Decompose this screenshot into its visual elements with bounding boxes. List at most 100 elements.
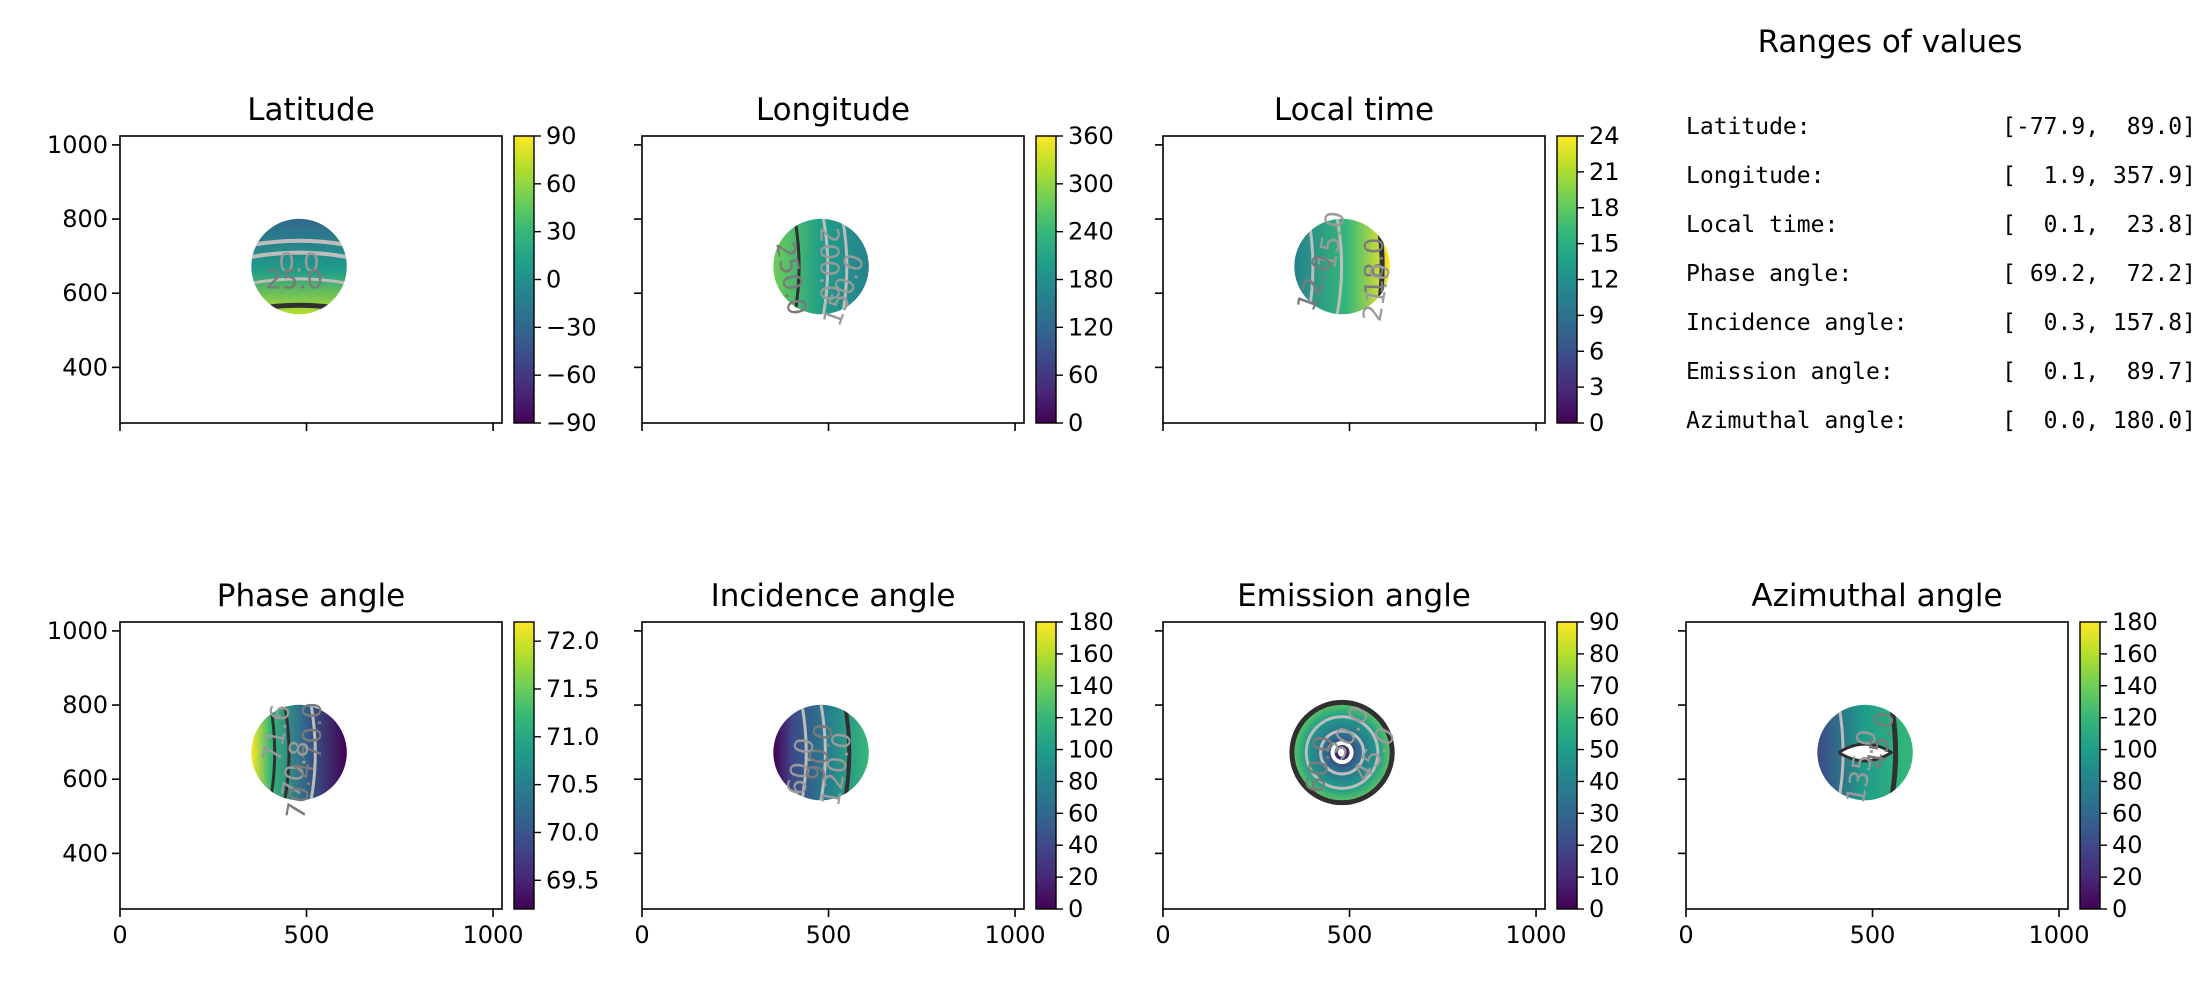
contour-singularity <box>1837 742 1895 763</box>
ranges-row-phase-angle: Phase angle: [ 69.2, 72.2] <box>1686 261 2196 291</box>
ranges-label: Incidence angle: <box>1686 310 1908 336</box>
colorbar-tick-label: 40 <box>1589 767 1620 795</box>
colorbar-tick-label: 120 <box>2112 704 2158 732</box>
colorbar-tick-label: 20 <box>1589 831 1620 859</box>
y-tick-label: 1000 <box>47 617 108 645</box>
colorbar-tick-label: −60 <box>546 361 597 389</box>
ranges-value: [ 0.1, 89.7] <box>2002 359 2196 385</box>
contour-line <box>1335 218 1344 315</box>
colorbar-tick-label: 160 <box>2112 640 2158 668</box>
contour-line <box>819 704 827 801</box>
colorbar-tick-label: 180 <box>1068 266 1114 294</box>
colorbar-tick-label: 180 <box>2112 608 2158 636</box>
colorbar-tick-label: −30 <box>546 313 597 341</box>
y-tick-label: 600 <box>62 279 108 307</box>
colorbar <box>1035 135 1057 424</box>
contour-label: 25.0 <box>265 265 323 295</box>
x-tick-label: 500 <box>284 921 330 949</box>
ranges-label: Emission angle: <box>1686 359 1894 385</box>
colorbar-tick-label: 80 <box>2112 767 2143 795</box>
contour-line <box>283 704 291 801</box>
panel-title: Latitude <box>247 92 375 128</box>
contour-line <box>821 218 830 315</box>
colorbar-tick-label: 50 <box>1589 736 1620 764</box>
colorbar-tick-label: 240 <box>1068 218 1114 246</box>
x-tick-label: 0 <box>112 921 127 949</box>
ranges-title: Ranges of values <box>1757 24 2023 60</box>
ranges-label: Longitude: <box>1686 163 1825 189</box>
colorbar-tick-label: 0 <box>1068 895 1083 923</box>
contour-group <box>800 704 852 801</box>
colorbar <box>2079 621 2101 910</box>
colorbar-tick-label: 300 <box>1068 170 1114 198</box>
contour-line <box>1888 704 1899 801</box>
colorbar-tick-label: 90 <box>1589 608 1620 636</box>
colorbar-tick-label: 60 <box>1068 361 1099 389</box>
panel-title: Emission angle <box>1237 578 1471 614</box>
contour-label: 70.0 <box>298 702 328 760</box>
colorbar-tick-label: 30 <box>1589 799 1620 827</box>
ranges-label: Local time: <box>1686 212 1839 238</box>
x-tick-label: 1000 <box>985 921 1046 949</box>
colorbar-tick-label: 140 <box>1068 672 1114 700</box>
ranges-value: [ 0.0, 180.0] <box>2002 408 2196 434</box>
panel-title: Longitude <box>756 92 910 128</box>
contour-group <box>268 704 317 801</box>
colorbar-tick-label: 90 <box>546 122 577 150</box>
colorbar <box>1556 135 1578 424</box>
planet-disk <box>251 704 347 801</box>
colorbar-tick-label: 180 <box>1068 608 1114 636</box>
colorbar-tick-label: 120 <box>1068 704 1114 732</box>
colorbar-tick-label: 40 <box>2112 831 2143 859</box>
colorbar-tick-label: 70.0 <box>546 818 599 846</box>
colorbar-tick-label: 15 <box>1589 230 1620 258</box>
colorbar-tick-label: 60 <box>2112 799 2143 827</box>
colorbar-tick-label: 3 <box>1589 373 1604 401</box>
contour-line <box>842 704 852 801</box>
colorbar-tick-label: 12 <box>1589 266 1620 294</box>
ranges-row-incidence-angle: Incidence angle: [ 0.3, 157.8] <box>1686 310 2196 340</box>
contour-line <box>268 704 277 801</box>
planet-disk <box>773 704 869 801</box>
colorbar <box>1035 621 1057 910</box>
colorbar-tick-label: 20 <box>2112 863 2143 891</box>
contour-group <box>793 218 849 315</box>
contour-line <box>841 218 849 315</box>
axes-frame <box>119 621 503 910</box>
colorbar-tick-label: 24 <box>1589 122 1620 150</box>
colorbar-tick-label: 70 <box>1589 672 1620 700</box>
panel-title: Azimuthal angle <box>1751 578 2002 614</box>
y-tick-label: 600 <box>62 765 108 793</box>
contour-label: 18.0 <box>1360 238 1390 296</box>
ranges-row-local-time: Local time: [ 0.1, 23.8] <box>1686 212 2196 242</box>
contour-ring <box>1319 729 1366 776</box>
colorbar-tick-label: −90 <box>546 409 597 437</box>
panel-latitude: Latitude 0.025.0 400 600 800 1000 90 60 30 0 −30 −6… <box>47 92 597 437</box>
x-tick-label: 1000 <box>463 921 524 949</box>
ranges-value: [ 69.2, 72.2] <box>2002 261 2196 287</box>
x-tick-label: 500 <box>806 921 852 949</box>
colorbar-tick-label: 120 <box>1068 313 1114 341</box>
x-tick-label: 1000 <box>1506 921 1567 949</box>
panel-title: Incidence angle <box>711 578 956 614</box>
contour-line <box>800 704 808 801</box>
y-tick-label: 800 <box>62 691 108 719</box>
x-tick-label: 0 <box>1155 921 1170 949</box>
colorbar-tick-label: 20 <box>1068 863 1099 891</box>
colorbar-tick-label: 60 <box>1068 799 1099 827</box>
colorbar-tick-label: 21 <box>1589 158 1620 186</box>
colorbar-tick-label: 6 <box>1589 337 1604 365</box>
colorbar-tick-label: 100 <box>1068 736 1114 764</box>
axes-frame <box>1162 135 1546 424</box>
colorbar-tick-label: 71.5 <box>546 675 599 703</box>
colorbar-tick-label: 70.5 <box>546 771 599 799</box>
colorbar-tick-label: 0 <box>2112 895 2127 923</box>
y-tick-label: 400 <box>62 353 108 381</box>
axes-frame <box>641 135 1025 424</box>
